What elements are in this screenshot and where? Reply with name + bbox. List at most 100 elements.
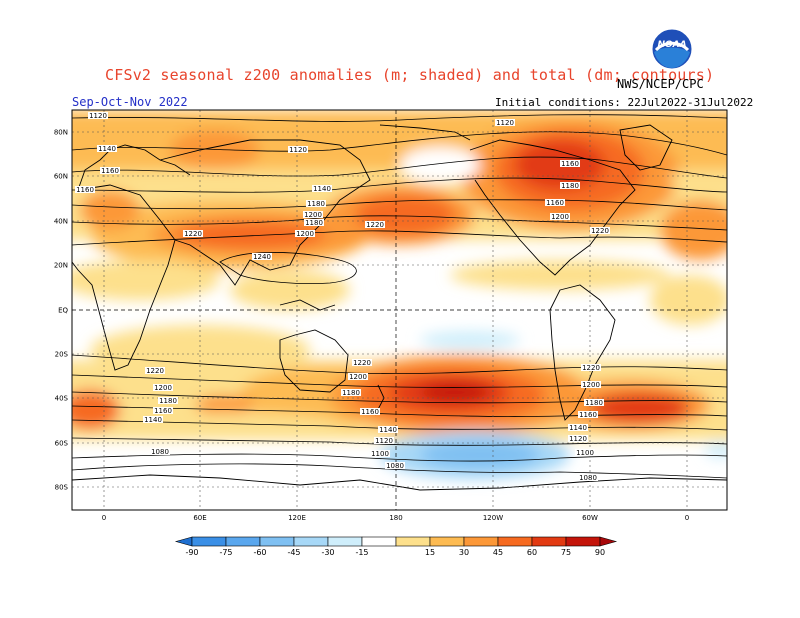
contour-label-bg xyxy=(153,384,173,391)
lon-label: 60E xyxy=(193,514,206,522)
colorbar-segment xyxy=(497,536,533,547)
colorbar-segment xyxy=(327,536,363,547)
colorbar-tick-label: 60 xyxy=(527,548,537,557)
contour-label-bg xyxy=(560,182,580,189)
colorbar-tick-label: 75 xyxy=(561,548,571,557)
colorbar-tick-label: -15 xyxy=(355,548,368,557)
contour-label-bg xyxy=(495,119,515,126)
contour-label-bg xyxy=(288,146,308,153)
contour-label: 1160 xyxy=(361,408,379,416)
contour-label-bg xyxy=(153,407,173,414)
colorbar-segment xyxy=(293,536,329,547)
colorbar-segment xyxy=(429,536,465,547)
contour-label: 1180 xyxy=(305,219,323,227)
contour-label: 1180 xyxy=(342,389,360,397)
contour-label: 1100 xyxy=(371,450,389,458)
contour-label-bg xyxy=(352,359,372,366)
lat-label: 20N xyxy=(54,262,68,270)
contour-label-bg xyxy=(581,364,601,371)
contour-label-bg xyxy=(295,230,315,237)
contour-label-bg xyxy=(100,167,120,174)
contour-label-bg xyxy=(304,219,324,226)
contour-label: 1220 xyxy=(146,367,164,375)
contour-label-bg xyxy=(88,112,108,119)
colorbar-segment xyxy=(361,536,397,547)
contour-label: 1120 xyxy=(375,437,393,445)
contour-label: 1200 xyxy=(304,211,322,219)
contour-label-bg xyxy=(545,199,565,206)
contour-label-bg xyxy=(581,381,601,388)
contour-label-bg xyxy=(75,186,95,193)
contour-label: 1220 xyxy=(353,359,371,367)
contour-label-bg xyxy=(578,411,598,418)
contour-label: 1140 xyxy=(569,424,587,432)
colorbar-arrow-right xyxy=(599,536,618,547)
chart-title: CFSv2 seasonal z200 anomalies (m; shaded… xyxy=(105,66,715,84)
agency-label: NWS/NCEP/CPC xyxy=(617,77,704,91)
contour-label: 1160 xyxy=(546,199,564,207)
contour-label: 1120 xyxy=(496,119,514,127)
contour-label: 1200 xyxy=(551,213,569,221)
height-contours xyxy=(72,114,727,479)
contour-label-bg xyxy=(341,389,361,396)
contour-label-bg xyxy=(550,213,570,220)
colorbar-segment xyxy=(259,536,295,547)
contour-label-bg xyxy=(303,211,323,218)
contour-label: 1220 xyxy=(366,221,384,229)
colorbar-tick-label: 15 xyxy=(425,548,435,557)
contour-label: 1180 xyxy=(561,182,579,190)
lat-label: 40S xyxy=(55,395,69,403)
colorbar-segment xyxy=(565,536,601,547)
contour-label-bg xyxy=(306,200,326,207)
contour-label-bg xyxy=(143,416,163,423)
contour-label: 1200 xyxy=(296,230,314,238)
contour-label-bg xyxy=(590,227,610,234)
contour-label: 1080 xyxy=(579,474,597,482)
contour-label-bg xyxy=(568,435,588,442)
latitude-labels: 80N 60N 40N 20N EQ 20S 40S 60S 80S xyxy=(54,129,69,492)
contour-label-bg xyxy=(360,408,380,415)
contour-label-bg xyxy=(378,426,398,433)
contour-label-bg xyxy=(560,160,580,167)
colorbar-tick-label: -45 xyxy=(287,548,300,557)
contour-label-bg xyxy=(374,437,394,444)
contour-label-bg xyxy=(183,230,203,237)
colorbar-tick-label: 90 xyxy=(595,548,605,557)
contour-label: 1160 xyxy=(579,411,597,419)
contour-label: 1140 xyxy=(98,145,116,153)
equator-dateline xyxy=(72,110,727,510)
contour-label: 1160 xyxy=(561,160,579,168)
colorbar-tick-label: 30 xyxy=(459,548,469,557)
contour-label: 1220 xyxy=(184,230,202,238)
contour-label: 1200 xyxy=(582,381,600,389)
contour-label: 1180 xyxy=(307,200,325,208)
colorbar-tick-label: -75 xyxy=(219,548,232,557)
colorbar-tick-label: -60 xyxy=(253,548,266,557)
lon-label: 0 xyxy=(685,514,689,522)
contour-label: 1240 xyxy=(253,253,271,261)
lon-label: 180 xyxy=(389,514,402,522)
colorbar-segment xyxy=(395,536,431,547)
contour-label-bg xyxy=(370,450,390,457)
lon-label: 0 xyxy=(102,514,106,522)
logo-text: NOAA xyxy=(657,40,687,50)
contour-label: 1200 xyxy=(349,373,367,381)
contour-label-bg xyxy=(365,221,385,228)
contour-label-bg xyxy=(584,399,604,406)
colorbar-tick-label: 45 xyxy=(493,548,503,557)
contour-label-bg xyxy=(252,253,272,260)
contour-label: 1140 xyxy=(313,185,331,193)
contour-label-bg xyxy=(578,474,598,481)
contour-label: 1180 xyxy=(585,399,603,407)
colorbar-segment xyxy=(531,536,567,547)
colorbar-segment xyxy=(463,536,499,547)
lat-label: 80S xyxy=(55,484,69,492)
contour-label: 1160 xyxy=(154,407,172,415)
colorbar-arrow-left xyxy=(174,536,193,547)
contour-label: 1160 xyxy=(76,186,94,194)
season-label: Sep-Oct-Nov 2022 xyxy=(72,95,188,109)
contour-label: 1200 xyxy=(154,384,172,392)
plot-border xyxy=(71,109,728,511)
